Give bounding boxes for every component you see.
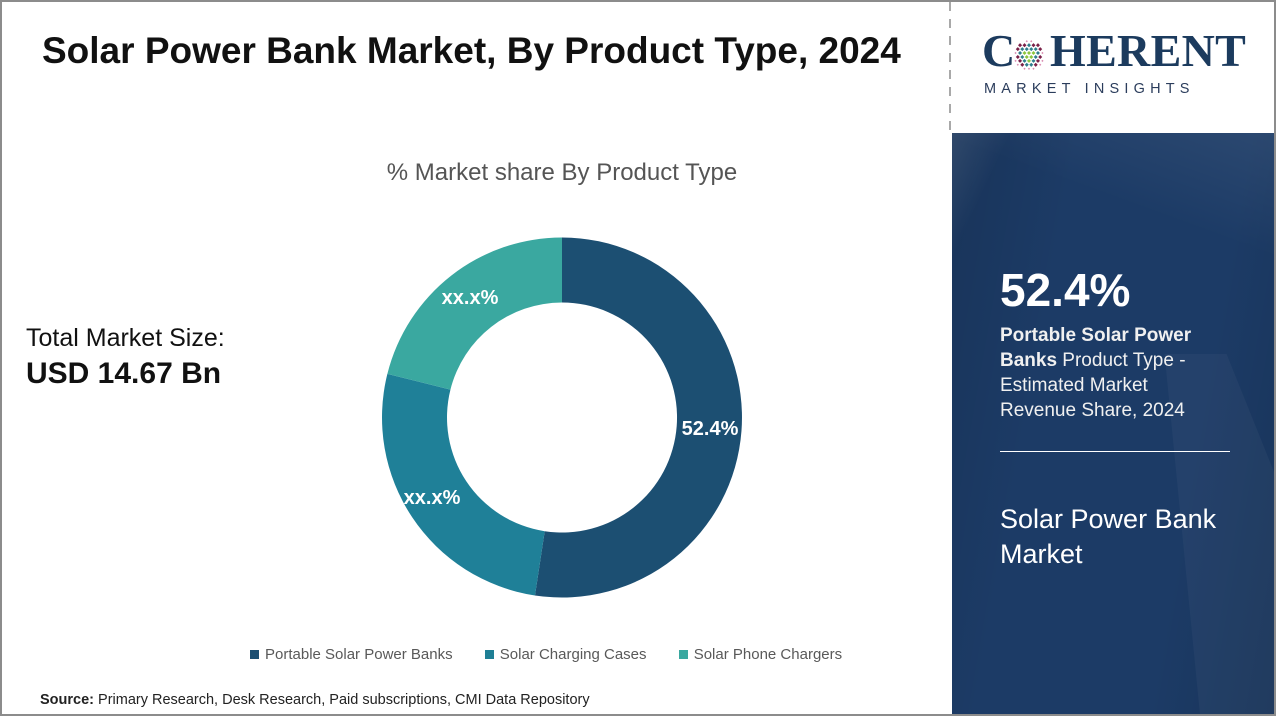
svg-text:xx.x%: xx.x% [404,487,461,509]
svg-text:52.4%: 52.4% [682,418,739,440]
svg-text:xx.x%: xx.x% [442,287,499,309]
